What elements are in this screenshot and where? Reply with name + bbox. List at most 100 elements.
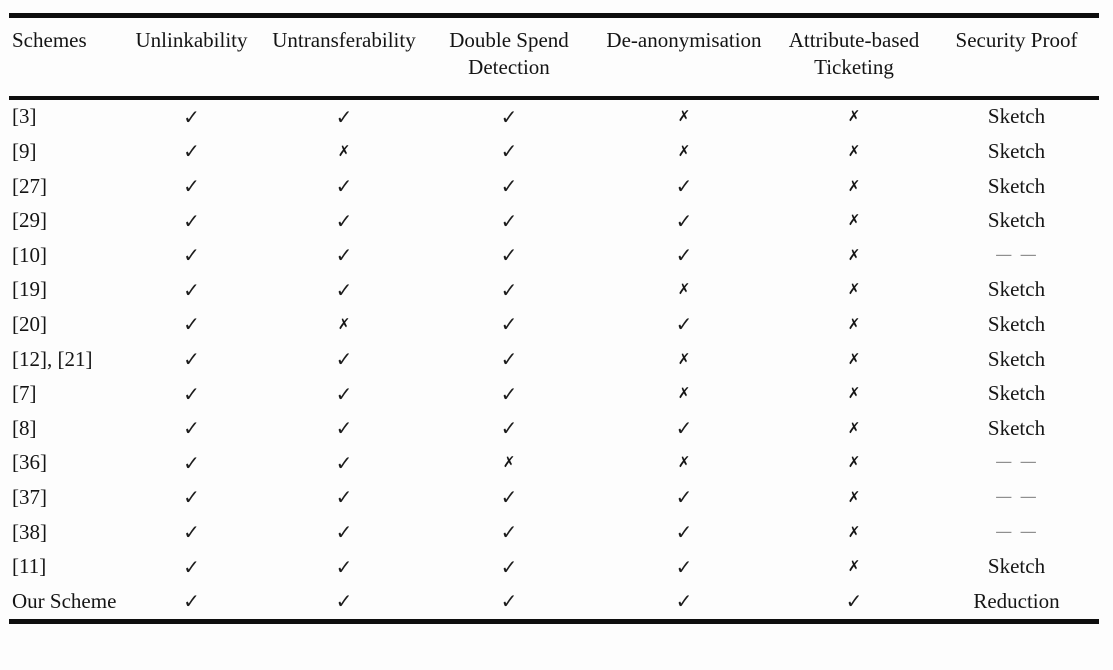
cross-icon: ✗: [847, 349, 861, 368]
check-icon: ✓: [500, 589, 518, 614]
check-icon: ✓: [183, 485, 200, 510]
check-icon: ✓: [500, 381, 518, 406]
scheme-label: [10]: [12, 242, 47, 267]
security-proof-text: Sketch: [987, 415, 1046, 440]
check-icon: ✓: [183, 174, 200, 199]
check-icon: ✓: [183, 243, 200, 268]
table-row: [3] ✓ ✓ ✓ ✗ ✗ Sketch: [9, 98, 1099, 135]
col-header-security-proof: Security Proof: [955, 28, 1078, 52]
scheme-label: [7]: [12, 381, 37, 406]
cross-icon: ✗: [677, 384, 691, 403]
check-icon: ✓: [500, 347, 518, 372]
check-icon: ✓: [335, 208, 353, 233]
check-icon: ✓: [500, 104, 518, 129]
table-body: [3] ✓ ✓ ✓ ✗ ✗ Sketch [9] ✓ ✗ ✓ ✗ ✗ Sketch [27] ✓ ✓ ✓ ✓ ✗ Ske…: [9, 98, 1099, 621]
security-proof-text: Sketch: [987, 311, 1046, 336]
check-icon: ✓: [675, 589, 693, 614]
check-icon: ✓: [183, 381, 200, 406]
table-row: [36] ✓ ✓ ✗ ✗ ✗ — —: [9, 446, 1099, 481]
check-icon: ✓: [335, 174, 353, 199]
check-icon: ✓: [675, 416, 693, 441]
table-row: [10] ✓ ✓ ✓ ✓ ✗ — —: [9, 238, 1099, 273]
table-row: [11] ✓ ✓ ✓ ✓ ✗ Sketch: [9, 549, 1099, 584]
cross-icon: ✗: [847, 522, 861, 541]
check-icon: ✓: [500, 416, 518, 441]
scheme-label: [3]: [12, 104, 37, 129]
scheme-label: [8]: [12, 415, 37, 440]
check-icon: ✓: [675, 243, 693, 268]
cross-icon: ✗: [847, 107, 861, 126]
cross-icon: ✗: [337, 141, 351, 160]
table-row: [8] ✓ ✓ ✓ ✓ ✗ Sketch: [9, 411, 1099, 446]
header-row: Schemes Unlinkability Untransferability …: [9, 16, 1099, 98]
cross-icon: ✗: [677, 453, 691, 472]
cross-icon: ✗: [847, 280, 861, 299]
check-icon: ✓: [500, 277, 518, 302]
col-header-de-anonymisation: De-anonymisation: [606, 28, 762, 52]
scheme-label: [38]: [12, 519, 47, 544]
dash-placeholder: — —: [995, 452, 1038, 473]
scheme-label: [11]: [12, 554, 47, 579]
scheme-label: [37]: [12, 484, 47, 509]
cross-icon: ✗: [337, 314, 351, 333]
cross-icon: ✗: [847, 384, 861, 403]
check-icon: ✓: [335, 277, 353, 302]
check-icon: ✓: [500, 174, 518, 199]
security-proof-text: Sketch: [987, 381, 1046, 406]
table-header: Schemes Unlinkability Untransferability …: [9, 15, 1099, 98]
cross-icon: ✗: [677, 349, 691, 368]
table-row: [27] ✓ ✓ ✓ ✓ ✗ Sketch: [9, 169, 1099, 204]
security-proof-text: Sketch: [987, 554, 1046, 579]
check-icon: ✓: [335, 485, 353, 510]
col-header-untransferability: Untransferability: [272, 28, 416, 52]
cross-icon: ✗: [677, 280, 691, 299]
check-icon: ✓: [675, 174, 693, 199]
scheme-label: [29]: [12, 208, 47, 233]
table-row: Our Scheme ✓ ✓ ✓ ✓ ✓ Reduction: [9, 584, 1099, 621]
check-icon: ✓: [183, 208, 200, 233]
table-row: [9] ✓ ✗ ✓ ✗ ✗ Sketch: [9, 134, 1099, 169]
check-icon: ✓: [335, 104, 353, 129]
cross-icon: ✗: [847, 245, 861, 264]
scheme-comparison-table: Schemes Unlinkability Untransferability …: [9, 13, 1099, 624]
table-row: [38] ✓ ✓ ✓ ✓ ✗ — —: [9, 515, 1099, 550]
dash-placeholder: — —: [995, 244, 1038, 265]
check-icon: ✓: [183, 450, 200, 475]
dash-placeholder: — —: [995, 521, 1038, 542]
table-row: [37] ✓ ✓ ✓ ✓ ✗ — —: [9, 480, 1099, 515]
check-icon: ✓: [183, 589, 200, 614]
check-icon: ✓: [335, 520, 353, 545]
scheme-label: [9]: [12, 138, 37, 163]
scheme-label: [19]: [12, 277, 47, 302]
security-proof-text: Sketch: [987, 173, 1046, 198]
col-header-unlinkability: Unlinkability: [135, 28, 248, 52]
security-proof-text: Sketch: [987, 277, 1046, 302]
check-icon: ✓: [183, 347, 200, 372]
scheme-label: [27]: [12, 173, 47, 198]
check-icon: ✓: [675, 485, 693, 510]
table-row: [19] ✓ ✓ ✓ ✗ ✗ Sketch: [9, 273, 1099, 308]
security-proof-text: Sketch: [987, 346, 1046, 371]
scheme-label: [20]: [12, 311, 47, 336]
check-icon: ✓: [500, 208, 518, 233]
check-icon: ✓: [500, 312, 518, 337]
check-icon: ✓: [500, 485, 518, 510]
cross-icon: ✗: [847, 141, 861, 160]
col-header-double-spend-detection: Double Spend Detection: [449, 28, 569, 80]
check-icon: ✓: [675, 208, 693, 233]
cross-icon: ✗: [847, 418, 861, 437]
check-icon: ✓: [183, 520, 200, 545]
scheme-label: [36]: [12, 450, 47, 475]
check-icon: ✓: [335, 381, 353, 406]
check-icon: ✓: [845, 589, 863, 614]
cross-icon: ✗: [847, 557, 861, 576]
col-header-schemes: Schemes: [12, 28, 87, 52]
check-icon: ✓: [183, 104, 200, 129]
col-header-attribute-based-ticketing: Attribute-based Ticketing: [788, 28, 920, 80]
cross-icon: ✗: [847, 453, 861, 472]
check-icon: ✓: [500, 139, 518, 164]
check-icon: ✓: [335, 589, 353, 614]
check-icon: ✓: [335, 450, 353, 475]
check-icon: ✓: [183, 416, 200, 441]
